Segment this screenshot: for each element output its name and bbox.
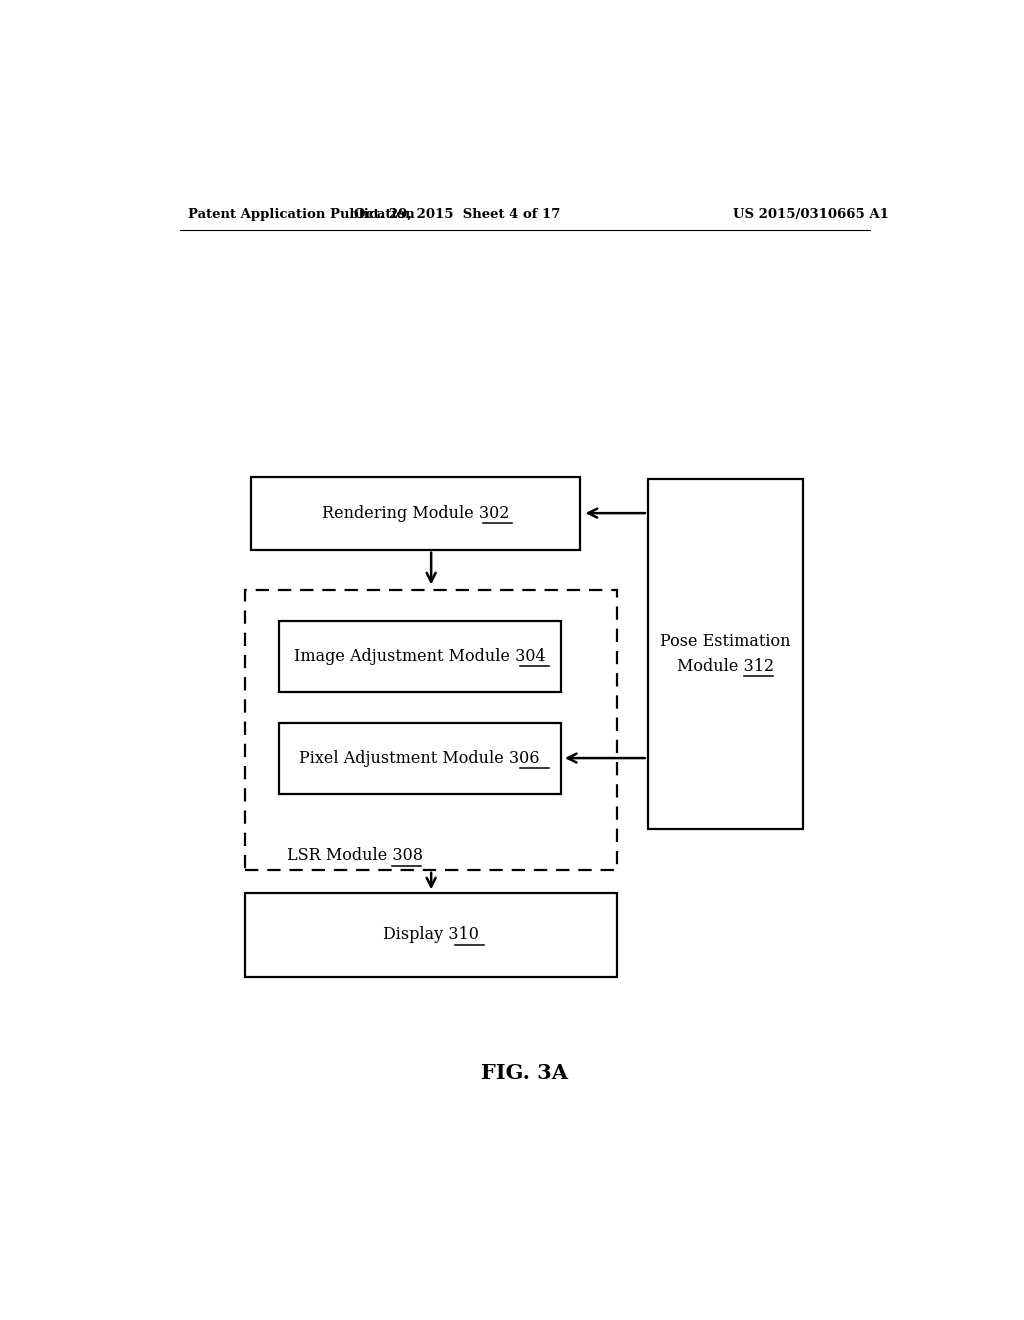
Text: Rendering Module 302: Rendering Module 302 [322, 504, 509, 521]
Bar [279, 722, 560, 793]
Text: Oct. 29, 2015  Sheet 4 of 17: Oct. 29, 2015 Sheet 4 of 17 [354, 207, 560, 220]
Text: Module 312: Module 312 [677, 657, 774, 675]
Bar [648, 479, 803, 829]
Text: LSR Module 308: LSR Module 308 [287, 847, 423, 865]
Text: Image Adjustment Module 304: Image Adjustment Module 304 [294, 648, 546, 665]
Text: FIG. 3A: FIG. 3A [481, 1063, 568, 1084]
Text: Display 310: Display 310 [383, 927, 479, 944]
Text: US 2015/0310665 A1: US 2015/0310665 A1 [732, 207, 889, 220]
Bar [251, 477, 581, 549]
Bar [246, 894, 616, 977]
Bar [246, 590, 616, 870]
Text: Pixel Adjustment Module 306: Pixel Adjustment Module 306 [299, 750, 540, 767]
Text: Pose Estimation: Pose Estimation [659, 632, 791, 649]
Text: Patent Application Publication: Patent Application Publication [187, 207, 415, 220]
Bar [279, 620, 560, 692]
